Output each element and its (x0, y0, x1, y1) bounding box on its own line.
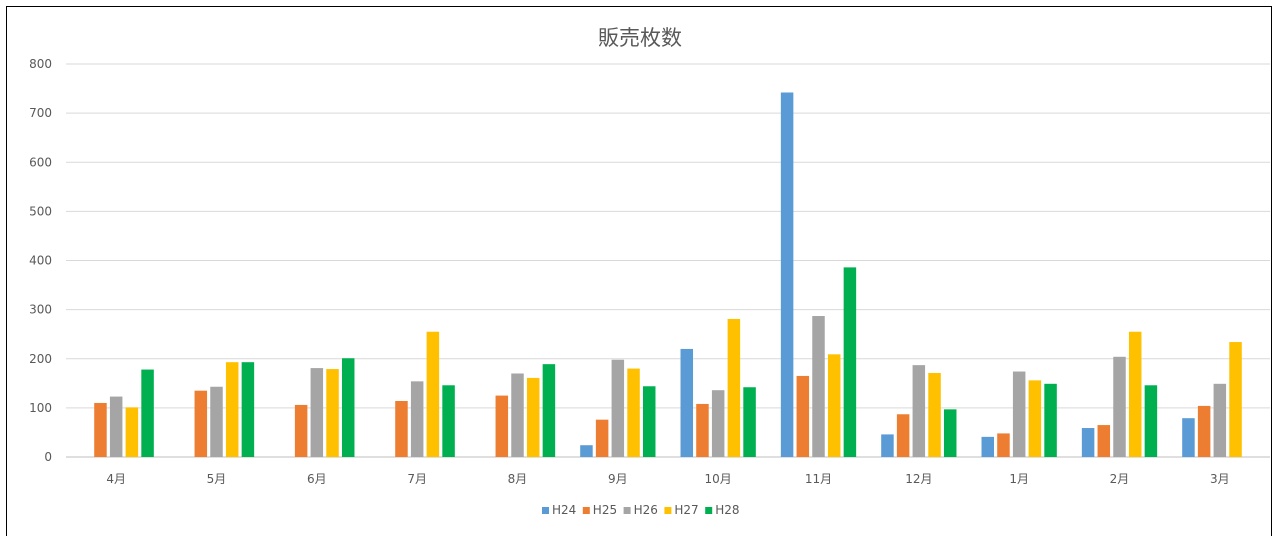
bar-h26-2 (210, 386, 223, 457)
y-tick-label: 700 (29, 106, 52, 120)
bar-h27-5 (526, 377, 540, 457)
y-tick-label: 400 (29, 254, 52, 268)
bars (94, 92, 1242, 458)
bar-h26-6 (611, 359, 625, 457)
x-tick-label: 5月 (207, 472, 227, 486)
bar-h27-9 (928, 372, 941, 457)
bar-h25-5 (495, 395, 509, 457)
x-tick-label: 9月 (608, 472, 628, 486)
bar-h28-2 (241, 362, 255, 457)
bar-h24-7 (680, 348, 694, 457)
legend-swatch-h28 (705, 507, 713, 514)
bar-h27-2 (225, 362, 239, 457)
y-tick-label: 100 (29, 401, 52, 415)
bar-h28-1 (141, 369, 154, 457)
bar-h27-10 (1028, 380, 1042, 457)
legend-swatch-h25 (582, 507, 590, 514)
bar-h25-7 (696, 403, 709, 457)
x-tick-label: 6月 (307, 472, 327, 486)
x-tick-label: 3月 (1210, 472, 1230, 486)
legend-label-h27: H27 (674, 503, 698, 517)
legend-swatch-h27 (664, 507, 672, 514)
bar-h26-11 (1113, 356, 1126, 457)
chart-title: 販売枚数 (598, 26, 682, 50)
bar-h26-7 (711, 390, 725, 457)
bar-h26-4 (410, 381, 424, 457)
bar-h26-10 (1012, 371, 1026, 457)
y-tick-label: 800 (29, 57, 52, 71)
bar-h25-8 (796, 375, 810, 457)
x-tick-label: 7月 (407, 472, 427, 486)
bar-h25-12 (1197, 405, 1211, 457)
bar-h26-3 (310, 368, 324, 457)
bar-h24-9 (881, 434, 894, 457)
bar-h25-2 (194, 390, 208, 457)
legend-label-h24: H24 (552, 503, 576, 517)
x-axis-ticks: 4月 5月 6月 7月 8月 9月 10月 11月 12月 1月 2月 3月 (106, 472, 1229, 486)
x-tick-label: 8月 (508, 472, 528, 486)
bar-h24-11 (1081, 428, 1095, 457)
x-tick-label: 2月 (1110, 472, 1130, 486)
bar-h26-12 (1213, 383, 1227, 457)
bar-h25-9 (896, 414, 910, 457)
bar-h27-7 (727, 318, 741, 457)
bar-h28-11 (1144, 385, 1158, 457)
bar-h25-6 (595, 419, 609, 457)
bar-h24-8 (780, 92, 794, 458)
bar-h27-3 (326, 369, 339, 457)
bar-h28-9 (943, 409, 957, 457)
bar-h28-4 (442, 385, 455, 457)
bar-h26-8 (812, 316, 825, 457)
y-tick-label: 600 (29, 155, 52, 169)
bar-h24-10 (981, 436, 995, 457)
bar-h27-11 (1128, 331, 1142, 457)
legend-label-h25: H25 (593, 503, 617, 517)
legend-swatch-h24 (542, 507, 549, 514)
y-axis-ticks: 0 100 200 300 400 500 600 700 800 (29, 57, 52, 464)
bar-h25-4 (395, 400, 408, 457)
bar-h28-5 (542, 364, 556, 457)
bar-h28-10 (1044, 383, 1057, 457)
bar-h27-6 (627, 368, 640, 457)
bar-h27-4 (426, 331, 440, 457)
legend-swatch-h26 (623, 507, 631, 514)
bar-h25-1 (94, 402, 107, 457)
bar-h28-7 (743, 387, 756, 457)
x-tick-label: 11月 (805, 472, 832, 486)
y-tick-label: 300 (29, 303, 52, 317)
bar-h26-5 (511, 373, 524, 457)
bar-h26-9 (912, 365, 926, 457)
bar-h26-1 (109, 396, 123, 457)
bar-h27-12 (1229, 342, 1242, 457)
bar-h27-1 (125, 407, 139, 457)
bar-h24-6 (580, 445, 593, 457)
y-tick-label: 0 (44, 450, 52, 464)
x-tick-label: 12月 (905, 472, 932, 486)
bar-h24-12 (1182, 418, 1195, 457)
legend-label-h28: H28 (715, 503, 739, 517)
bar-h27-8 (827, 354, 841, 457)
y-tick-label: 500 (29, 204, 52, 218)
x-tick-label: 10月 (705, 472, 732, 486)
bar-h28-3 (341, 358, 355, 457)
y-tick-label: 200 (29, 352, 52, 366)
x-tick-label: 1月 (1009, 472, 1029, 486)
bar-h28-6 (642, 386, 656, 457)
x-tick-label: 4月 (106, 472, 126, 486)
legend: H24 H25 H26 H27 H28 (542, 503, 739, 517)
gridlines (66, 63, 1270, 458)
legend-label-h26: H26 (634, 503, 658, 517)
bar-h25-10 (997, 433, 1010, 457)
bar-h28-8 (843, 267, 857, 457)
bar-h25-11 (1097, 425, 1111, 457)
bar-h25-3 (294, 404, 308, 457)
